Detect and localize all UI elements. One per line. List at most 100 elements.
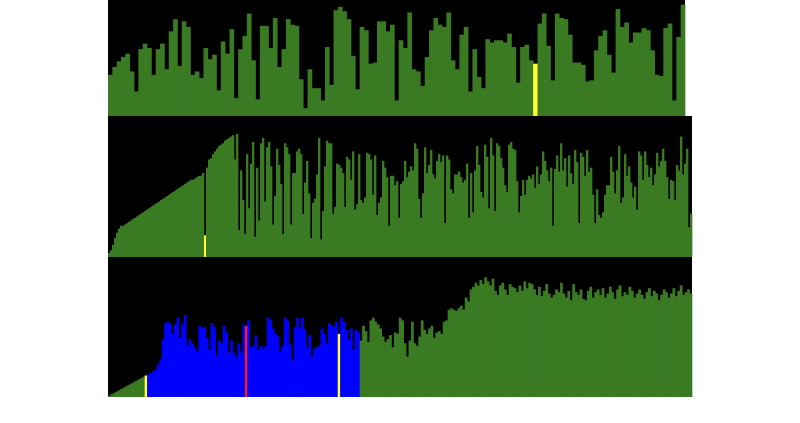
bar (324, 46, 330, 116)
bar (645, 30, 651, 116)
bar (648, 288, 651, 397)
bar (516, 181, 519, 257)
bar (640, 294, 644, 397)
bar (411, 69, 417, 116)
bar (632, 32, 638, 117)
bar (403, 48, 408, 116)
bar (593, 50, 599, 116)
bar (503, 289, 507, 397)
bar (344, 206, 347, 257)
bar (326, 140, 329, 257)
bar (205, 337, 209, 397)
bar (518, 285, 522, 397)
bar (183, 315, 187, 397)
bar (658, 166, 661, 257)
bar (364, 197, 367, 257)
bar (218, 146, 221, 257)
bar (462, 182, 465, 257)
bar (476, 146, 479, 257)
bar (274, 196, 277, 257)
bar (474, 282, 478, 397)
bar (615, 9, 621, 117)
bar (158, 201, 161, 257)
bar (467, 301, 470, 397)
bar (515, 82, 521, 116)
bar (249, 347, 253, 397)
bar (216, 148, 219, 257)
bar (110, 250, 113, 257)
bar (382, 160, 385, 257)
bar (182, 185, 185, 257)
bar (220, 343, 224, 397)
bar (246, 154, 249, 257)
bar (667, 23, 673, 116)
bar (364, 331, 368, 397)
bar (589, 286, 593, 397)
bar (307, 69, 313, 116)
bar (252, 345, 255, 397)
bar (257, 349, 260, 397)
bar (508, 284, 512, 397)
bar (151, 371, 155, 397)
bar (489, 42, 495, 116)
bar (424, 56, 430, 116)
bar (137, 379, 141, 397)
bar (511, 46, 517, 116)
bar (340, 317, 343, 397)
bar (532, 174, 535, 257)
bar (428, 164, 431, 257)
bar (127, 384, 131, 397)
bar (357, 332, 361, 397)
bar (316, 174, 319, 257)
bar (233, 98, 239, 116)
bar (388, 225, 391, 257)
bar (330, 143, 333, 257)
bar (641, 28, 647, 117)
bar (508, 144, 511, 257)
bar (129, 383, 133, 397)
bar (318, 345, 321, 397)
bar (374, 321, 378, 397)
bar (406, 356, 409, 397)
bar (142, 376, 145, 397)
bar (452, 193, 455, 257)
bar (398, 217, 401, 257)
bar (592, 194, 595, 257)
bar (172, 192, 175, 257)
bar (220, 41, 226, 116)
bar (173, 19, 178, 116)
bar (546, 170, 549, 257)
bar (569, 300, 573, 397)
bar (442, 155, 445, 257)
bar (541, 13, 547, 116)
bar (359, 340, 363, 397)
bar (366, 152, 369, 257)
bar (288, 344, 292, 397)
bar (688, 227, 691, 257)
bar (652, 290, 656, 397)
bar (608, 286, 612, 397)
bar (430, 150, 433, 257)
bar (277, 67, 282, 116)
bar (547, 293, 551, 397)
bar (378, 202, 381, 257)
bar (296, 151, 299, 257)
bar (646, 164, 649, 257)
bar (516, 292, 519, 397)
bar (554, 169, 557, 257)
bar (408, 340, 412, 397)
bar (606, 185, 609, 257)
bar (496, 143, 499, 257)
bar (666, 177, 669, 257)
bar (452, 309, 456, 397)
bar (484, 144, 487, 257)
bar (650, 50, 655, 116)
bar (381, 336, 385, 397)
bar (350, 55, 356, 116)
bar (656, 152, 659, 257)
bar (447, 309, 451, 397)
bar (478, 164, 481, 257)
bar (567, 34, 573, 116)
bar (264, 201, 267, 257)
